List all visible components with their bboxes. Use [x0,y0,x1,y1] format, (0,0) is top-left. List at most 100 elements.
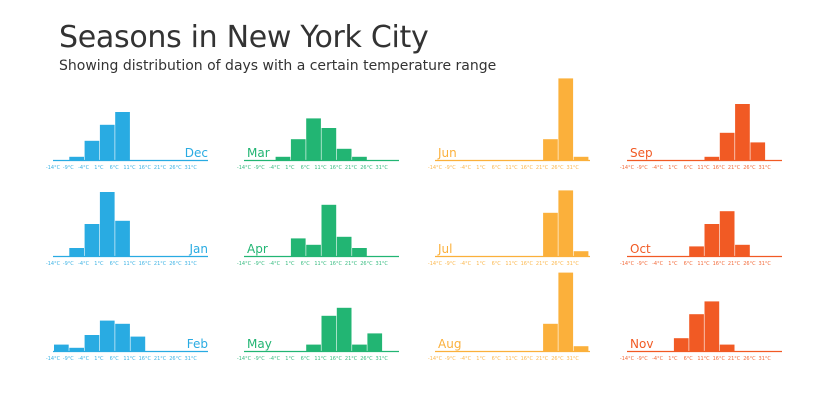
tick-label-dec: 11°C [123,165,136,171]
tick-label-dec: 21°C [154,165,167,171]
bar-jan-2 [84,224,100,256]
tick-label-oct: -4°C [652,261,663,267]
bar-nov-6 [719,344,735,351]
bar-oct-4 [689,246,704,256]
tick-label-may: -14°C [237,356,252,362]
tick-label-mar: 16°C [330,165,343,171]
month-label-jun: Jun [437,146,457,160]
tick-label-aug: 6°C [492,356,502,362]
tick-label-aug: -14°C [428,356,443,362]
tick-label-oct: 16°C [713,261,726,267]
bar-sep-7 [735,104,750,160]
bar-mar-4 [306,118,321,160]
tick-label-sep: 31°C [759,165,772,171]
tick-label-nov: -4°C [652,356,663,362]
tick-label-jun: 16°C [521,165,534,171]
tick-label-jul: -4°C [460,261,471,267]
bar-feb-3 [99,320,115,351]
tick-label-feb: -9°C [63,356,74,362]
tick-label-dec: -9°C [63,165,74,171]
tick-label-jun: 26°C [551,165,564,171]
tick-label-may: 6°C [301,356,311,362]
tick-label-mar: 1°C [285,165,295,171]
tick-label-may: -4°C [269,356,280,362]
bar-feb-5 [130,336,146,351]
bar-jan-4 [115,220,130,256]
bar-sep-5 [704,156,720,160]
tick-label-nov: 16°C [713,356,726,362]
month-label-may: May [247,337,272,351]
bar-nov-3 [673,338,689,351]
tick-label-jun: 6°C [492,165,502,171]
bar-may-7 [352,344,367,351]
tick-label-mar: 31°C [376,165,389,171]
bar-apr-5 [321,204,337,256]
bar-oct-5 [704,224,720,256]
bar-feb-2 [84,335,100,351]
tick-label-jul: 1°C [476,261,486,267]
month-label-sep: Sep [630,146,653,160]
page-subtitle: Showing distribution of days with a cert… [59,58,497,74]
tick-label-sep: 26°C [743,165,756,171]
tick-label-jun: 31°C [567,165,580,171]
month-label-jan: Jan [189,242,209,256]
month-label-feb: Feb [187,337,208,351]
tick-label-nov: -14°C [620,356,635,362]
tick-label-jan: 1°C [94,261,104,267]
tick-label-mar: 21°C [345,165,358,171]
tick-label-oct: -9°C [637,261,648,267]
bar-apr-4 [306,244,321,256]
tick-label-dec: -4°C [78,165,89,171]
tick-label-sep: -4°C [652,165,663,171]
tick-label-jul: 6°C [492,261,502,267]
bar-oct-7 [735,244,750,256]
tick-label-mar: 6°C [301,165,311,171]
tick-label-nov: -9°C [637,356,648,362]
bar-feb-4 [115,323,130,351]
bar-sep-8 [750,142,766,160]
tick-label-aug: -4°C [460,356,471,362]
tick-label-jan: 21°C [154,261,167,267]
bar-jun-8 [558,78,574,160]
bar-jul-9 [573,251,589,256]
tick-label-dec: 6°C [110,165,120,171]
month-label-dec: Dec [185,146,208,160]
tick-label-jun: -14°C [428,165,443,171]
bar-dec-3 [99,124,115,160]
bar-may-5 [321,315,337,351]
tick-label-mar: -9°C [254,165,265,171]
tick-label-apr: 6°C [301,261,311,267]
tick-label-sep: 21°C [728,165,741,171]
tick-label-sep: 16°C [713,165,726,171]
month-label-jul: Jul [437,242,452,256]
bar-apr-6 [336,236,352,256]
tick-label-aug: 21°C [536,356,549,362]
bar-aug-9 [573,346,589,351]
tick-label-feb: 11°C [123,356,136,362]
tick-label-sep: -14°C [620,165,635,171]
tick-label-aug: 31°C [567,356,580,362]
tick-label-nov: 6°C [684,356,694,362]
tick-label-may: 21°C [345,356,358,362]
tick-label-jun: 1°C [476,165,486,171]
tick-label-may: 31°C [376,356,389,362]
tick-label-jan: 26°C [169,261,182,267]
month-label-oct: Oct [630,242,651,256]
tick-label-apr: 16°C [330,261,343,267]
tick-label-mar: 26°C [360,165,373,171]
tick-label-apr: 1°C [285,261,295,267]
tick-label-aug: 11°C [505,356,518,362]
tick-label-oct: 11°C [697,261,710,267]
tick-label-jun: -4°C [460,165,471,171]
tick-label-may: 16°C [330,356,343,362]
bar-oct-6 [719,211,735,256]
bar-dec-2 [84,140,100,160]
bar-aug-8 [558,272,574,351]
tick-label-feb: 6°C [110,356,120,362]
bar-feb-0 [54,344,69,351]
bar-mar-5 [321,128,337,160]
tick-label-mar: -14°C [237,165,252,171]
tick-label-apr: -9°C [254,261,265,267]
bar-sep-6 [719,132,735,160]
tick-label-aug: 1°C [476,356,486,362]
